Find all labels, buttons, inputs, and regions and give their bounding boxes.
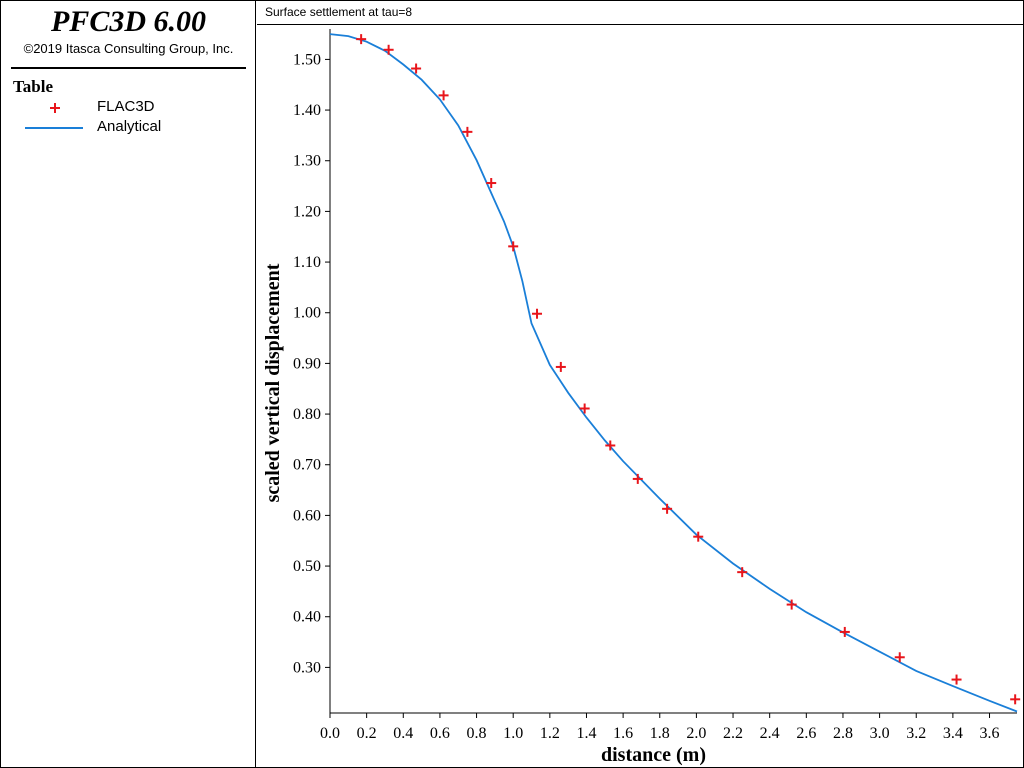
- flac3d-point: [411, 63, 422, 74]
- y-tick-label: 0.90: [293, 355, 321, 372]
- y-axis-label: scaled vertical displacement: [262, 263, 284, 502]
- flac3d-point: [1010, 694, 1021, 705]
- y-tick-label: 1.50: [293, 51, 321, 68]
- legend-title: Table: [13, 77, 54, 96]
- flac3d-point: [662, 503, 673, 514]
- y-tick-label: 1.20: [293, 203, 321, 220]
- x-tick-label: 0.6: [430, 725, 450, 742]
- x-tick-label: 2.2: [723, 725, 743, 742]
- x-tick-label: 2.4: [760, 725, 780, 742]
- x-tick-label: 1.8: [650, 725, 670, 742]
- y-tick-label: 0.50: [293, 558, 321, 575]
- line-marker-icon: [25, 127, 83, 129]
- x-tick-label: 2.6: [796, 725, 816, 742]
- chart-title: Surface settlement at tau=8: [265, 5, 413, 19]
- x-tick-label: 1.6: [613, 725, 633, 742]
- flac3d-point: [786, 599, 797, 610]
- flac3d-point: [579, 403, 590, 414]
- x-tick-label: 0.2: [357, 725, 377, 742]
- y-tick-label: 0.30: [293, 659, 321, 676]
- y-tick-label: 0.60: [293, 507, 321, 524]
- legend-label-analytical: Analytical: [97, 118, 162, 135]
- x-tick-label: 3.4: [943, 725, 963, 742]
- y-tick-label: 1.30: [293, 153, 321, 170]
- x-tick-label: 3.0: [870, 725, 890, 742]
- legend-item-analytical: Analytical: [23, 118, 243, 138]
- x-tick-label: 1.4: [576, 725, 596, 742]
- x-tick-label: 0.8: [467, 725, 487, 742]
- flac3d-point: [438, 90, 449, 101]
- app-title: PFC3D 6.00: [50, 5, 206, 38]
- x-axis-label: distance (m): [601, 744, 706, 766]
- x-tick-label: 2.8: [833, 725, 853, 742]
- chart-canvas: 0.0 0.2 0.4 0.6 0.8 1.0 1.2 1.4 1.6 1.8 2.0 2.2 2.4 2…: [262, 29, 1021, 766]
- flac3d-point: [632, 473, 643, 484]
- x-axis-ticks: 0.0 0.2 0.4 0.6 0.8 1.0 1.2 1.4 1.6 1.8 2.0 2.2 2.4 2…: [320, 713, 1000, 742]
- flac3d-point: [555, 361, 566, 372]
- flac3d-series: [356, 34, 1021, 705]
- flac3d-point: [737, 567, 748, 578]
- flac3d-point: [951, 674, 962, 685]
- flac3d-point: [462, 126, 473, 137]
- flac3d-point: [486, 178, 497, 189]
- flac3d-point: [356, 34, 367, 45]
- y-tick-label: 0.40: [293, 609, 321, 626]
- legend-item-flac3d: FLAC3D: [23, 98, 243, 118]
- x-tick-label: 1.0: [503, 725, 523, 742]
- y-axis-ticks: 0.30 0.40 0.50 0.60 0.70 0.80 0.90 1.00 1.10 1.20…: [293, 51, 330, 676]
- y-tick-label: 1.00: [293, 305, 321, 322]
- flac3d-point: [839, 626, 850, 637]
- flac3d-point: [508, 241, 519, 252]
- flac3d-point: [383, 44, 394, 55]
- y-tick-label: 1.10: [293, 254, 321, 271]
- legend-label-flac3d: FLAC3D: [97, 98, 155, 115]
- analytical-line: [329, 33, 1018, 713]
- sidebar-panel: PFC3D 6.00 ©2019 Itasca Consulting Group…: [1, 1, 256, 767]
- axes: [329, 29, 1017, 714]
- plot-area: Surface settlement at tau=8 0.0 0.2 0.4 0.6…: [257, 1, 1023, 767]
- flac3d-point: [693, 531, 704, 542]
- x-tick-label: 0.4: [393, 725, 413, 742]
- x-tick-label: 0.0: [320, 725, 340, 742]
- x-tick-label: 3.6: [980, 725, 1000, 742]
- flac3d-point: [894, 652, 905, 663]
- analytical-series: [329, 33, 1018, 713]
- sidebar-divider: [11, 67, 246, 69]
- y-tick-label: 1.40: [293, 102, 321, 119]
- flac3d-point: [605, 440, 616, 451]
- plus-marker-icon: [50, 103, 60, 113]
- copyright-text: ©2019 Itasca Consulting Group, Inc.: [23, 41, 234, 56]
- x-tick-label: 3.2: [906, 725, 926, 742]
- y-tick-label: 0.70: [293, 457, 321, 474]
- plot-title-bar: Surface settlement at tau=8: [257, 1, 1023, 25]
- flac3d-point: [532, 308, 543, 319]
- x-tick-label: 2.0: [686, 725, 706, 742]
- y-tick-label: 0.80: [293, 406, 321, 423]
- x-tick-label: 1.2: [540, 725, 560, 742]
